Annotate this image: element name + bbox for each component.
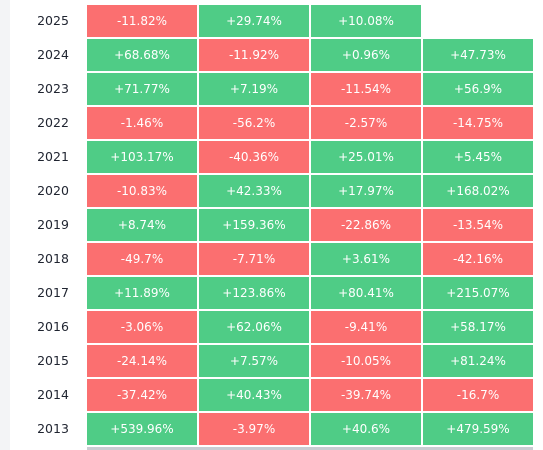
- year-label: 2015: [37, 353, 69, 368]
- return-cell: +47.73%: [423, 39, 533, 71]
- return-cell: -22.86%: [311, 209, 421, 241]
- year-row-2023: 2023 +71.77% +7.19% -11.54% +56.9%: [20, 73, 543, 107]
- return-cell: +123.86%: [199, 277, 309, 309]
- return-cell: +62.06%: [199, 311, 309, 343]
- return-cell: -49.7%: [87, 243, 197, 275]
- return-cell: -7.71%: [199, 243, 309, 275]
- year-label: 2022: [37, 115, 69, 130]
- return-cell: +29.74%: [199, 5, 309, 37]
- return-cell: +7.19%: [199, 73, 309, 105]
- year-label: 2023: [37, 81, 69, 96]
- return-cell: +0.96%: [311, 39, 421, 71]
- year-row-2020: 2020 -10.83% +42.33% +17.97% +168.02%: [20, 175, 543, 209]
- year-label: 2021: [37, 149, 69, 164]
- return-cell: -14.75%: [423, 107, 533, 139]
- return-cell: +5.45%: [423, 141, 533, 173]
- return-cell: +40.6%: [311, 413, 421, 445]
- year-label: 2014: [37, 387, 69, 402]
- year-row-2016: 2016 -3.06% +62.06% -9.41% +58.17%: [20, 311, 543, 345]
- year-label: 2013: [37, 421, 69, 436]
- return-cell: +215.07%: [423, 277, 533, 309]
- return-cell: +68.68%: [87, 39, 197, 71]
- year-row-2019: 2019 +8.74% +159.36% -22.86% -13.54%: [20, 209, 543, 243]
- return-cell: -3.97%: [199, 413, 309, 445]
- returns-panel: 2025 -11.82% +29.74% +10.08% 2024 +68.68…: [10, 0, 543, 450]
- year-row-2022: 2022 -1.46% -56.2% -2.57% -14.75%: [20, 107, 543, 141]
- return-cell: -24.14%: [87, 345, 197, 377]
- year-row-2021: 2021 +103.17% -40.36% +25.01% +5.45%: [20, 141, 543, 175]
- return-cell: +42.33%: [199, 175, 309, 207]
- return-cell: -9.41%: [311, 311, 421, 343]
- return-cell: -39.74%: [311, 379, 421, 411]
- next-row-edge: [87, 447, 533, 450]
- year-row-2015: 2015 -24.14% +7.57% -10.05% +81.24%: [20, 345, 543, 379]
- return-cell: +56.9%: [423, 73, 533, 105]
- return-cell: -10.05%: [311, 345, 421, 377]
- return-cell: +8.74%: [87, 209, 197, 241]
- return-cell: -11.54%: [311, 73, 421, 105]
- year-row-2017: 2017 +11.89% +123.86% +80.41% +215.07%: [20, 277, 543, 311]
- year-label: 2016: [37, 319, 69, 334]
- year-row-2018: 2018 -49.7% -7.71% +3.61% -42.16%: [20, 243, 543, 277]
- return-cell: -42.16%: [423, 243, 533, 275]
- return-cell: +3.61%: [311, 243, 421, 275]
- return-cell: -1.46%: [87, 107, 197, 139]
- return-cell: +10.08%: [311, 5, 421, 37]
- year-label: 2019: [37, 217, 69, 232]
- return-cell: +40.43%: [199, 379, 309, 411]
- return-cell: -40.36%: [199, 141, 309, 173]
- return-cell: -11.92%: [199, 39, 309, 71]
- return-cell: +17.97%: [311, 175, 421, 207]
- year-label: 2025: [37, 13, 69, 28]
- return-cell: +71.77%: [87, 73, 197, 105]
- year-row-2024: 2024 +68.68% -11.92% +0.96% +47.73%: [20, 39, 543, 73]
- return-cell: +168.02%: [423, 175, 533, 207]
- return-cell: +25.01%: [311, 141, 421, 173]
- year-label: 2017: [37, 285, 69, 300]
- return-cell: +159.36%: [199, 209, 309, 241]
- year-row-2025: 2025 -11.82% +29.74% +10.08%: [20, 5, 543, 39]
- return-cell: -3.06%: [87, 311, 197, 343]
- return-cell: +58.17%: [423, 311, 533, 343]
- year-label: 2024: [37, 47, 69, 62]
- returns-grid: 2025 -11.82% +29.74% +10.08% 2024 +68.68…: [20, 5, 543, 447]
- return-cell: +539.96%: [87, 413, 197, 445]
- return-cell: +479.59%: [423, 413, 533, 445]
- year-label: 2018: [37, 251, 69, 266]
- return-cell: +7.57%: [199, 345, 309, 377]
- return-cell: -2.57%: [311, 107, 421, 139]
- year-row-2013: 2013 +539.96% -3.97% +40.6% +479.59%: [20, 413, 543, 447]
- return-cell: +80.41%: [311, 277, 421, 309]
- return-cell: -16.7%: [423, 379, 533, 411]
- return-cell: -10.83%: [87, 175, 197, 207]
- return-cell: +103.17%: [87, 141, 197, 173]
- return-cell-empty: [423, 5, 533, 37]
- return-cell: -13.54%: [423, 209, 533, 241]
- return-cell: +81.24%: [423, 345, 533, 377]
- return-cell: -11.82%: [87, 5, 197, 37]
- year-row-2014: 2014 -37.42% +40.43% -39.74% -16.7%: [20, 379, 543, 413]
- year-label: 2020: [37, 183, 69, 198]
- return-cell: -37.42%: [87, 379, 197, 411]
- return-cell: +11.89%: [87, 277, 197, 309]
- return-cell: -56.2%: [199, 107, 309, 139]
